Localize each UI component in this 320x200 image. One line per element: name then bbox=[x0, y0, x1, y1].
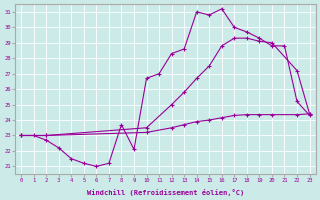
X-axis label: Windchill (Refroidissement éolien,°C): Windchill (Refroidissement éolien,°C) bbox=[87, 189, 244, 196]
